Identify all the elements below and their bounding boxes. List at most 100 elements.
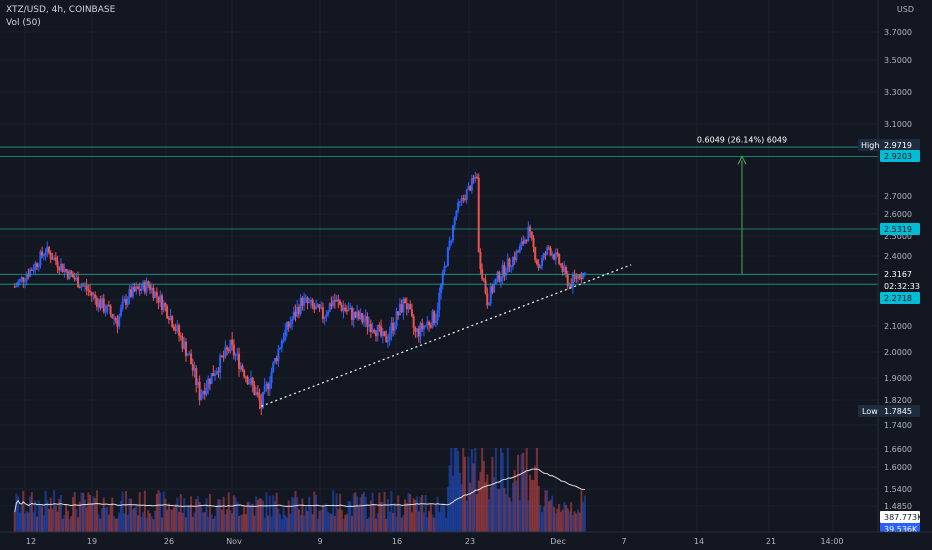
candle-body <box>407 304 410 310</box>
volume-bar <box>487 499 490 532</box>
volume-bar <box>368 517 371 532</box>
volume-bar <box>53 490 56 532</box>
volume-bar <box>130 498 133 532</box>
volume-bar <box>520 454 523 532</box>
volume-current-badge[interactable]: 39.536K <box>884 525 918 534</box>
volume-bar <box>126 514 129 532</box>
volume-bar <box>443 504 446 532</box>
candle-body <box>256 392 259 395</box>
candle-body <box>404 298 407 304</box>
volume-bar <box>195 499 198 532</box>
candle-body <box>542 253 545 259</box>
volume-bar <box>255 496 258 532</box>
candle-body <box>159 295 162 303</box>
candle-body <box>217 371 220 373</box>
volume-bar <box>166 509 169 532</box>
volume-bar <box>398 505 401 532</box>
volume-bar <box>250 504 252 532</box>
candle-body <box>333 300 336 302</box>
candle-body <box>99 299 102 309</box>
candle-body <box>523 239 526 244</box>
volume-bar <box>234 497 237 532</box>
time-axis-background <box>0 532 932 550</box>
volume-bar <box>162 491 165 532</box>
volume-bar <box>106 507 109 532</box>
volume-bar <box>143 490 146 532</box>
candle-body <box>327 311 330 315</box>
candle-body <box>498 271 501 282</box>
volume-bar <box>284 515 287 532</box>
resistance-2-badge-background <box>880 223 920 235</box>
candle-body <box>207 378 210 388</box>
volume-bar <box>306 510 309 532</box>
volume-bar <box>566 508 569 532</box>
support-badge[interactable]: 2.2718 <box>884 294 912 303</box>
candle-body <box>503 264 506 276</box>
candle-body <box>530 231 533 239</box>
dotted-trendline[interactable] <box>261 264 632 407</box>
volume-bar <box>410 512 413 532</box>
volume-bar <box>561 509 564 532</box>
time-axis-label: 19 <box>87 537 97 546</box>
volume-bar <box>570 502 573 532</box>
volume-bar <box>248 501 251 532</box>
resistance-1-badge[interactable]: 2.9203 <box>884 152 912 161</box>
volume-bar <box>102 497 105 532</box>
volume-bar <box>267 515 270 532</box>
volume-bar <box>71 497 74 532</box>
high-price-badge[interactable]: 2.9719 <box>884 141 912 150</box>
candle-body <box>429 325 432 328</box>
candle-body <box>37 265 40 268</box>
volume-bar <box>20 505 23 532</box>
candle-body <box>125 298 128 305</box>
volume-bar <box>476 494 478 532</box>
volume-bar <box>366 518 369 532</box>
volume-bar <box>83 499 86 532</box>
volume-bar <box>470 448 473 532</box>
volume-bar <box>246 502 249 532</box>
candle-body <box>577 274 580 279</box>
volume-bar <box>395 516 398 532</box>
candle-body <box>417 328 420 337</box>
candle-body <box>15 285 18 287</box>
volume-bar <box>80 492 83 532</box>
volume-bar <box>63 515 66 532</box>
candle-body <box>525 239 528 242</box>
candle-body <box>553 254 556 260</box>
candle-body <box>282 340 285 342</box>
candle-body <box>195 368 198 385</box>
time-axis-label: 9 <box>317 537 322 546</box>
candle-body <box>212 372 215 377</box>
symbol-legend[interactable]: XTZ/USD, 4h, COINBASE <box>6 5 116 15</box>
candle-body <box>188 353 191 356</box>
volume-ma-badge[interactable]: 387.773K <box>884 513 923 522</box>
candle-body <box>486 293 489 306</box>
volume-bar <box>554 513 557 532</box>
candle-body <box>462 198 465 200</box>
volume-bar <box>327 511 330 532</box>
resistance-2-badge[interactable]: 2.5319 <box>884 225 912 234</box>
volume-bar <box>494 448 497 532</box>
volume-indicator-legend[interactable]: Vol (50) <box>6 18 41 28</box>
volume-bar <box>285 517 288 532</box>
candle-body <box>351 307 354 320</box>
volume-bar <box>573 511 576 532</box>
volume-bar <box>196 496 199 532</box>
low-price-badge[interactable]: 1.7845 <box>884 407 912 416</box>
candle-body <box>157 296 160 303</box>
current-price-badge[interactable]: 2.3167 <box>884 270 912 279</box>
candle-body <box>308 302 311 304</box>
volume-bar <box>578 512 581 532</box>
volume-bar <box>332 490 335 532</box>
volume-bar <box>551 495 554 532</box>
volume-bar <box>30 492 33 532</box>
countdown-badge[interactable]: 02:32:33 <box>884 282 920 291</box>
volume-bar <box>469 482 472 532</box>
candle-body <box>145 281 148 293</box>
volume-bar <box>333 515 336 532</box>
candle-body <box>246 376 249 385</box>
volume-bar <box>386 498 389 532</box>
volume-bar <box>184 517 187 532</box>
candle-body <box>383 331 386 337</box>
